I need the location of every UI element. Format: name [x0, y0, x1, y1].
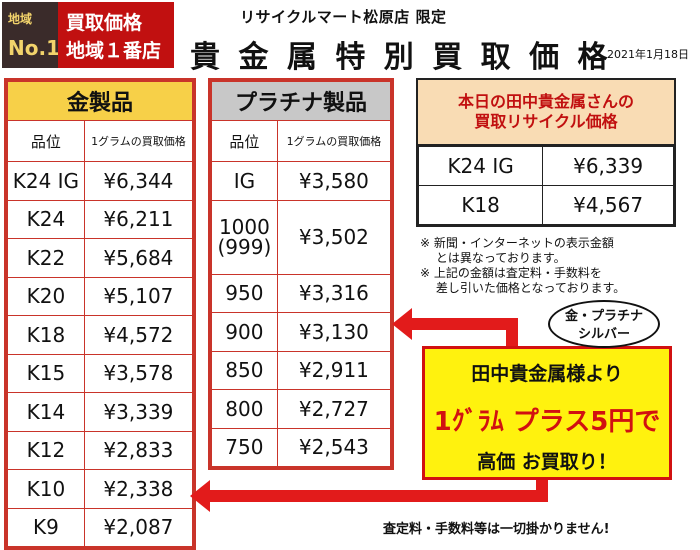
gold-price: ¥6,211	[83, 199, 194, 239]
platinum-price: ¥3,130	[276, 312, 392, 352]
platinum-row: 1000 (999) ¥3,502	[211, 199, 392, 275]
bubble-line2: シルバー	[577, 327, 630, 342]
gold-col-grade: 品位	[7, 120, 85, 162]
gold-grade: K20	[7, 276, 85, 316]
tanaka-price: ¥6,339	[542, 146, 674, 186]
platinum-row: 900 ¥3,130	[211, 312, 392, 352]
gold-row: K15 ¥3,578	[7, 353, 194, 393]
gold-price: ¥3,339	[83, 392, 194, 432]
note-line: 差し引いた価格となっております。	[420, 281, 626, 295]
gold-grade: K12	[7, 430, 85, 470]
gold-grade: K15	[7, 353, 85, 393]
platinum-price: ¥2,911	[276, 350, 392, 390]
tanaka-grade: K24 IG	[417, 146, 544, 186]
gold-price-table: 金製品 品位 1グラムの買取価格 K24 IG ¥6,344 K24 ¥6,211 K2…	[4, 78, 196, 550]
note-line: とは異なっております。	[420, 251, 566, 265]
gold-row: K24 ¥6,211	[7, 199, 194, 239]
gold-price: ¥3,578	[83, 353, 194, 393]
arrow-gold	[208, 490, 548, 502]
platinum-grade: 1000 (999)	[211, 199, 278, 275]
logo-badge: 地域 No.1	[2, 2, 60, 68]
gold-grade: K9	[7, 507, 85, 547]
gold-grade: K14	[7, 392, 85, 432]
tanaka-price-title: 本日の田中貴金属さんの 買取リサイクル価格	[418, 80, 674, 146]
logo-line2: 地域１番店	[66, 40, 162, 62]
gold-price: ¥2,338	[83, 469, 194, 509]
gold-col-price: 1グラムの買取価格	[83, 120, 194, 162]
gold-row: K18 ¥4,572	[7, 315, 194, 355]
gold-grade: K22	[7, 238, 85, 278]
platinum-col-price: 1グラムの買取価格	[276, 120, 392, 162]
platinum-grade: 750	[211, 427, 278, 467]
gold-grade: K24 IG	[7, 161, 85, 201]
platinum-row: IG ¥3,580	[211, 161, 392, 201]
platinum-grade: IG	[211, 161, 278, 201]
arrow-gold-stem	[536, 478, 548, 502]
tanaka-title-line1: 本日の田中貴金属さんの	[457, 92, 634, 111]
logo-banner: 買取価格 地域１番店	[58, 2, 174, 68]
platinum-grade: 950	[211, 273, 278, 313]
note-line: ※ 新聞・インターネットの表示金額	[420, 236, 614, 250]
gold-row: K14 ¥3,339	[7, 392, 194, 432]
platinum-price: ¥2,543	[276, 427, 392, 467]
platinum-grade: 800	[211, 389, 278, 429]
tanaka-row: K24 IG ¥6,339	[417, 146, 674, 186]
arrow-platinum-head	[392, 308, 412, 340]
gold-row: K10 ¥2,338	[7, 469, 194, 509]
platinum-grade: 900	[211, 312, 278, 352]
gold-grade: K18	[7, 315, 85, 355]
footer-note: 査定料・手数料等は一切掛かりません!	[383, 522, 610, 537]
arrow-platinum-stem	[506, 318, 518, 350]
tanaka-title-line2: 買取リサイクル価格	[474, 112, 618, 131]
arrow-platinum	[408, 318, 518, 330]
platinum-grade: 850	[211, 350, 278, 390]
promo-line3: 高価 お買取り！	[477, 451, 617, 473]
platinum-col-grade: 品位	[211, 120, 278, 162]
gold-table-title: 金製品	[7, 81, 193, 121]
tanaka-price: ¥4,567	[542, 185, 674, 225]
logo-no1: No.1	[8, 36, 60, 60]
tanaka-price-box: 本日の田中貴金属さんの 買取リサイクル価格 K24 IG ¥6,339 K18 ¥4,…	[416, 78, 676, 227]
metals-speech-bubble: 金・プラチナ シルバー	[548, 300, 660, 348]
arrow-gold-head	[190, 480, 210, 512]
platinum-row: 950 ¥3,316	[211, 273, 392, 313]
platinum-price-table: プラチナ製品 品位 1グラムの買取価格 IG ¥3,580 1000 (999) ¥3…	[208, 78, 394, 470]
gold-price: ¥2,833	[83, 430, 194, 470]
logo-line1: 買取価格	[66, 12, 143, 34]
date-label: 2021年1月18日	[607, 48, 689, 61]
platinum-price: ¥3,580	[276, 161, 392, 201]
gold-price: ¥4,572	[83, 315, 194, 355]
gold-row: K20 ¥5,107	[7, 276, 194, 316]
tanaka-row: K18 ¥4,567	[417, 185, 674, 225]
platinum-table-title: プラチナ製品	[211, 81, 391, 121]
platinum-row: 750 ¥2,543	[211, 427, 392, 467]
bubble-line1: 金・プラチナ	[564, 309, 643, 324]
platinum-price: ¥3,316	[276, 273, 392, 313]
promo-line2: 1ｸﾞﾗﾑ プラス5円で	[433, 407, 661, 437]
gold-price: ¥2,087	[83, 507, 194, 547]
gold-price: ¥5,684	[83, 238, 194, 278]
tanaka-grade: K18	[417, 185, 544, 225]
promo-box: 田中貴金属様より 1ｸﾞﾗﾑ プラス5円で 高価 お買取り！	[422, 346, 672, 480]
platinum-row: 800 ¥2,727	[211, 389, 392, 429]
gold-grade: K10	[7, 469, 85, 509]
gold-row: K12 ¥2,833	[7, 430, 194, 470]
store-name: リサイクルマート松原店 限定	[240, 8, 447, 26]
gold-row: K22 ¥5,684	[7, 238, 194, 278]
logo-region: 地域	[8, 12, 33, 26]
notes: ※ 新聞・インターネットの表示金額 とは異なっております。 ※ 上記の金額は査定料…	[420, 236, 690, 296]
gold-row: K24 IG ¥6,344	[7, 161, 194, 201]
promo-line1: 田中貴金属様より	[471, 363, 623, 385]
platinum-price: ¥3,502	[276, 199, 392, 275]
gold-price: ¥6,344	[83, 161, 194, 201]
gold-row: K9 ¥2,087	[7, 507, 194, 547]
platinum-price: ¥2,727	[276, 389, 392, 429]
page-title: 貴 金 属 特 別 買 取 価 格	[190, 40, 612, 75]
gold-price: ¥5,107	[83, 276, 194, 316]
gold-grade: K24	[7, 199, 85, 239]
shop-logo: 地域 No.1 買取価格 地域１番店	[2, 2, 174, 68]
note-line: ※ 上記の金額は査定料・手数料を	[420, 266, 602, 280]
platinum-row: 850 ¥2,911	[211, 350, 392, 390]
